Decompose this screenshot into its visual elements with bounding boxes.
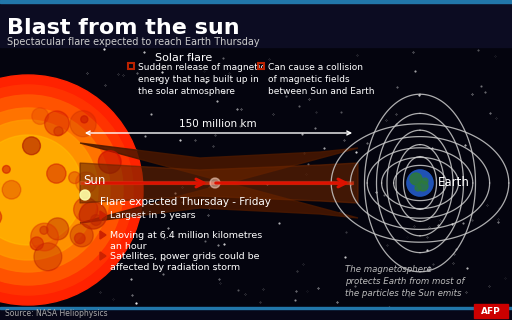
Circle shape — [91, 215, 101, 226]
Text: Can cause a collision
of magnetic fields
between Sun and Earth: Can cause a collision of magnetic fields… — [268, 63, 374, 96]
Circle shape — [74, 197, 98, 222]
Circle shape — [0, 120, 98, 260]
Circle shape — [23, 137, 40, 155]
Text: The magnetosphere
protects Earth from most of
the particles the Sun emits: The magnetosphere protects Earth from mo… — [345, 265, 464, 298]
Text: Blast from the sun: Blast from the sun — [7, 18, 240, 38]
Circle shape — [407, 170, 433, 196]
Polygon shape — [100, 211, 106, 219]
Circle shape — [0, 85, 133, 295]
Circle shape — [31, 223, 58, 251]
Circle shape — [407, 170, 433, 196]
Bar — [0, 307, 512, 320]
Circle shape — [47, 164, 66, 183]
Bar — [0, 0, 512, 47]
Text: 150 million km: 150 million km — [179, 119, 257, 129]
Circle shape — [0, 135, 83, 245]
Circle shape — [70, 111, 96, 137]
Circle shape — [0, 95, 123, 285]
Text: Solar flare: Solar flare — [155, 53, 212, 63]
Polygon shape — [80, 163, 358, 203]
Bar — [0, 0, 512, 3]
Polygon shape — [100, 231, 106, 239]
Circle shape — [47, 218, 69, 240]
Text: Sun: Sun — [83, 174, 105, 188]
Circle shape — [98, 151, 121, 173]
Circle shape — [410, 173, 422, 185]
Circle shape — [415, 185, 421, 191]
Text: Flare expected Thursday - Friday: Flare expected Thursday - Friday — [100, 197, 271, 207]
Text: Sudden release of magnetic
energy that has built up in
the solar atmosphere: Sudden release of magnetic energy that h… — [138, 63, 266, 96]
Text: Satellites, power grids could be
affected by radiation storm: Satellites, power grids could be affecte… — [110, 252, 260, 272]
Circle shape — [54, 127, 63, 136]
Text: Spectacular flare expected to reach Earth Thursday: Spectacular flare expected to reach Eart… — [7, 37, 260, 47]
Text: Moving at 6.4 million kilometres
an hour: Moving at 6.4 million kilometres an hour — [110, 231, 262, 252]
Polygon shape — [80, 143, 358, 223]
Circle shape — [81, 116, 88, 123]
Circle shape — [34, 243, 62, 271]
Circle shape — [79, 202, 106, 229]
Circle shape — [422, 178, 428, 184]
Circle shape — [76, 172, 97, 193]
Text: Earth: Earth — [438, 177, 470, 189]
Circle shape — [418, 181, 428, 191]
Circle shape — [210, 178, 220, 188]
Circle shape — [30, 237, 44, 250]
Circle shape — [45, 111, 69, 136]
Bar — [0, 47, 512, 320]
Circle shape — [0, 208, 2, 226]
Text: AFP: AFP — [481, 307, 501, 316]
Circle shape — [70, 224, 93, 247]
Circle shape — [0, 75, 143, 305]
Circle shape — [2, 180, 21, 199]
Circle shape — [69, 172, 80, 184]
Circle shape — [40, 226, 48, 234]
Polygon shape — [100, 252, 106, 260]
Circle shape — [80, 190, 90, 200]
Text: Largest in 5 years: Largest in 5 years — [110, 211, 196, 220]
Text: Source: NASA Heliophysics: Source: NASA Heliophysics — [5, 308, 108, 317]
Bar — [0, 307, 512, 309]
Bar — [474, 304, 508, 318]
Circle shape — [3, 165, 10, 173]
Circle shape — [32, 108, 49, 124]
Circle shape — [74, 233, 85, 244]
Circle shape — [0, 108, 110, 272]
